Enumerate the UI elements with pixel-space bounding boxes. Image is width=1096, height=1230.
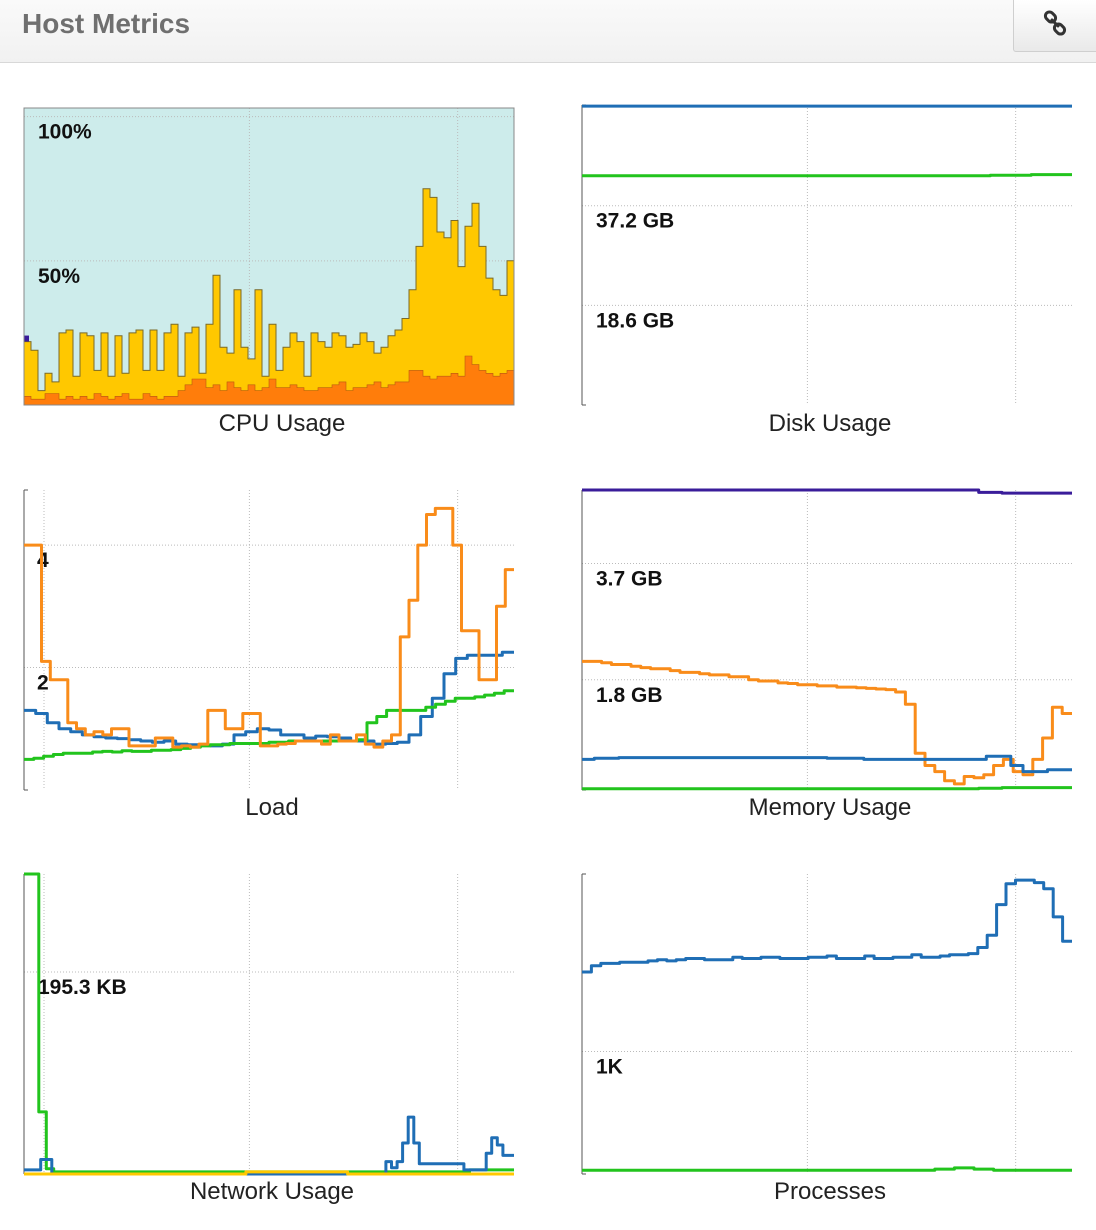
series-line-0 bbox=[582, 488, 1072, 495]
y-tick-label-0: 195.3 KB bbox=[38, 976, 127, 999]
y-tick-label-1: 2 bbox=[37, 672, 49, 695]
series-line-2 bbox=[24, 1170, 514, 1176]
y-tick-label-0: 37.2 GB bbox=[596, 210, 674, 233]
y-tick-label-1: 50% bbox=[38, 265, 80, 288]
processes-chart-panel: 1K Processes bbox=[580, 870, 1096, 1230]
series-line-3 bbox=[582, 786, 1072, 791]
cpu-chart-label: CPU Usage bbox=[218, 410, 346, 437]
processes-chart: 1K bbox=[581, 873, 1072, 1175]
memory-chart-panel: 3.7 GB 1.8 GB Memory Usage bbox=[580, 486, 1096, 846]
processes-chart-label: Processes bbox=[773, 1178, 887, 1205]
header-bar: Host Metrics bbox=[0, 0, 1096, 63]
link-button[interactable] bbox=[1013, 0, 1096, 52]
disk-chart: 37.2 GB 18.6 GB bbox=[581, 104, 1072, 406]
series-line-1 bbox=[582, 659, 1072, 786]
network-chart-panel: 195.3 KB Network Usage bbox=[22, 870, 542, 1230]
series-line-0 bbox=[582, 878, 1072, 974]
series-line-0 bbox=[24, 872, 514, 1174]
series-line-1 bbox=[582, 173, 1072, 178]
cpu-chart-panel: 100% 50% CPU Usage bbox=[22, 100, 542, 460]
page-title: Host Metrics bbox=[22, 8, 191, 39]
network-chart-label: Network Usage bbox=[189, 1178, 355, 1205]
y-tick-label-0: 1K bbox=[596, 1056, 623, 1079]
y-tick-label-0: 3.7 GB bbox=[596, 567, 663, 590]
series-line-1 bbox=[24, 1115, 514, 1176]
memory-chart-label: Memory Usage bbox=[748, 794, 912, 821]
y-tick-label-1: 18.6 GB bbox=[596, 309, 674, 332]
y-tick-label-1: 1.8 GB bbox=[596, 684, 663, 707]
cpu-system-area bbox=[23, 355, 515, 406]
y-tick-label-0: 100% bbox=[38, 121, 92, 144]
series-line-2 bbox=[582, 754, 1072, 774]
cpu-legend-marker bbox=[24, 335, 29, 342]
series-line-2 bbox=[24, 506, 514, 749]
plot-border bbox=[23, 107, 515, 406]
disk-chart-panel: 37.2 GB 18.6 GB Disk Usage bbox=[580, 100, 1096, 460]
load-chart-label: Load bbox=[245, 794, 299, 821]
series-line-1 bbox=[24, 689, 514, 761]
disk-chart-label: Disk Usage bbox=[768, 410, 892, 437]
memory-chart: 3.7 GB 1.8 GB bbox=[581, 488, 1072, 791]
network-chart: 195.3 KB bbox=[23, 872, 514, 1176]
series-line-1 bbox=[582, 1166, 1072, 1172]
load-chart: 42 bbox=[23, 489, 514, 791]
cpu-chart: 100% 50% bbox=[23, 107, 515, 406]
series-line-0 bbox=[24, 650, 514, 748]
cpu-user-area bbox=[23, 188, 515, 406]
link-icon bbox=[1042, 10, 1068, 41]
